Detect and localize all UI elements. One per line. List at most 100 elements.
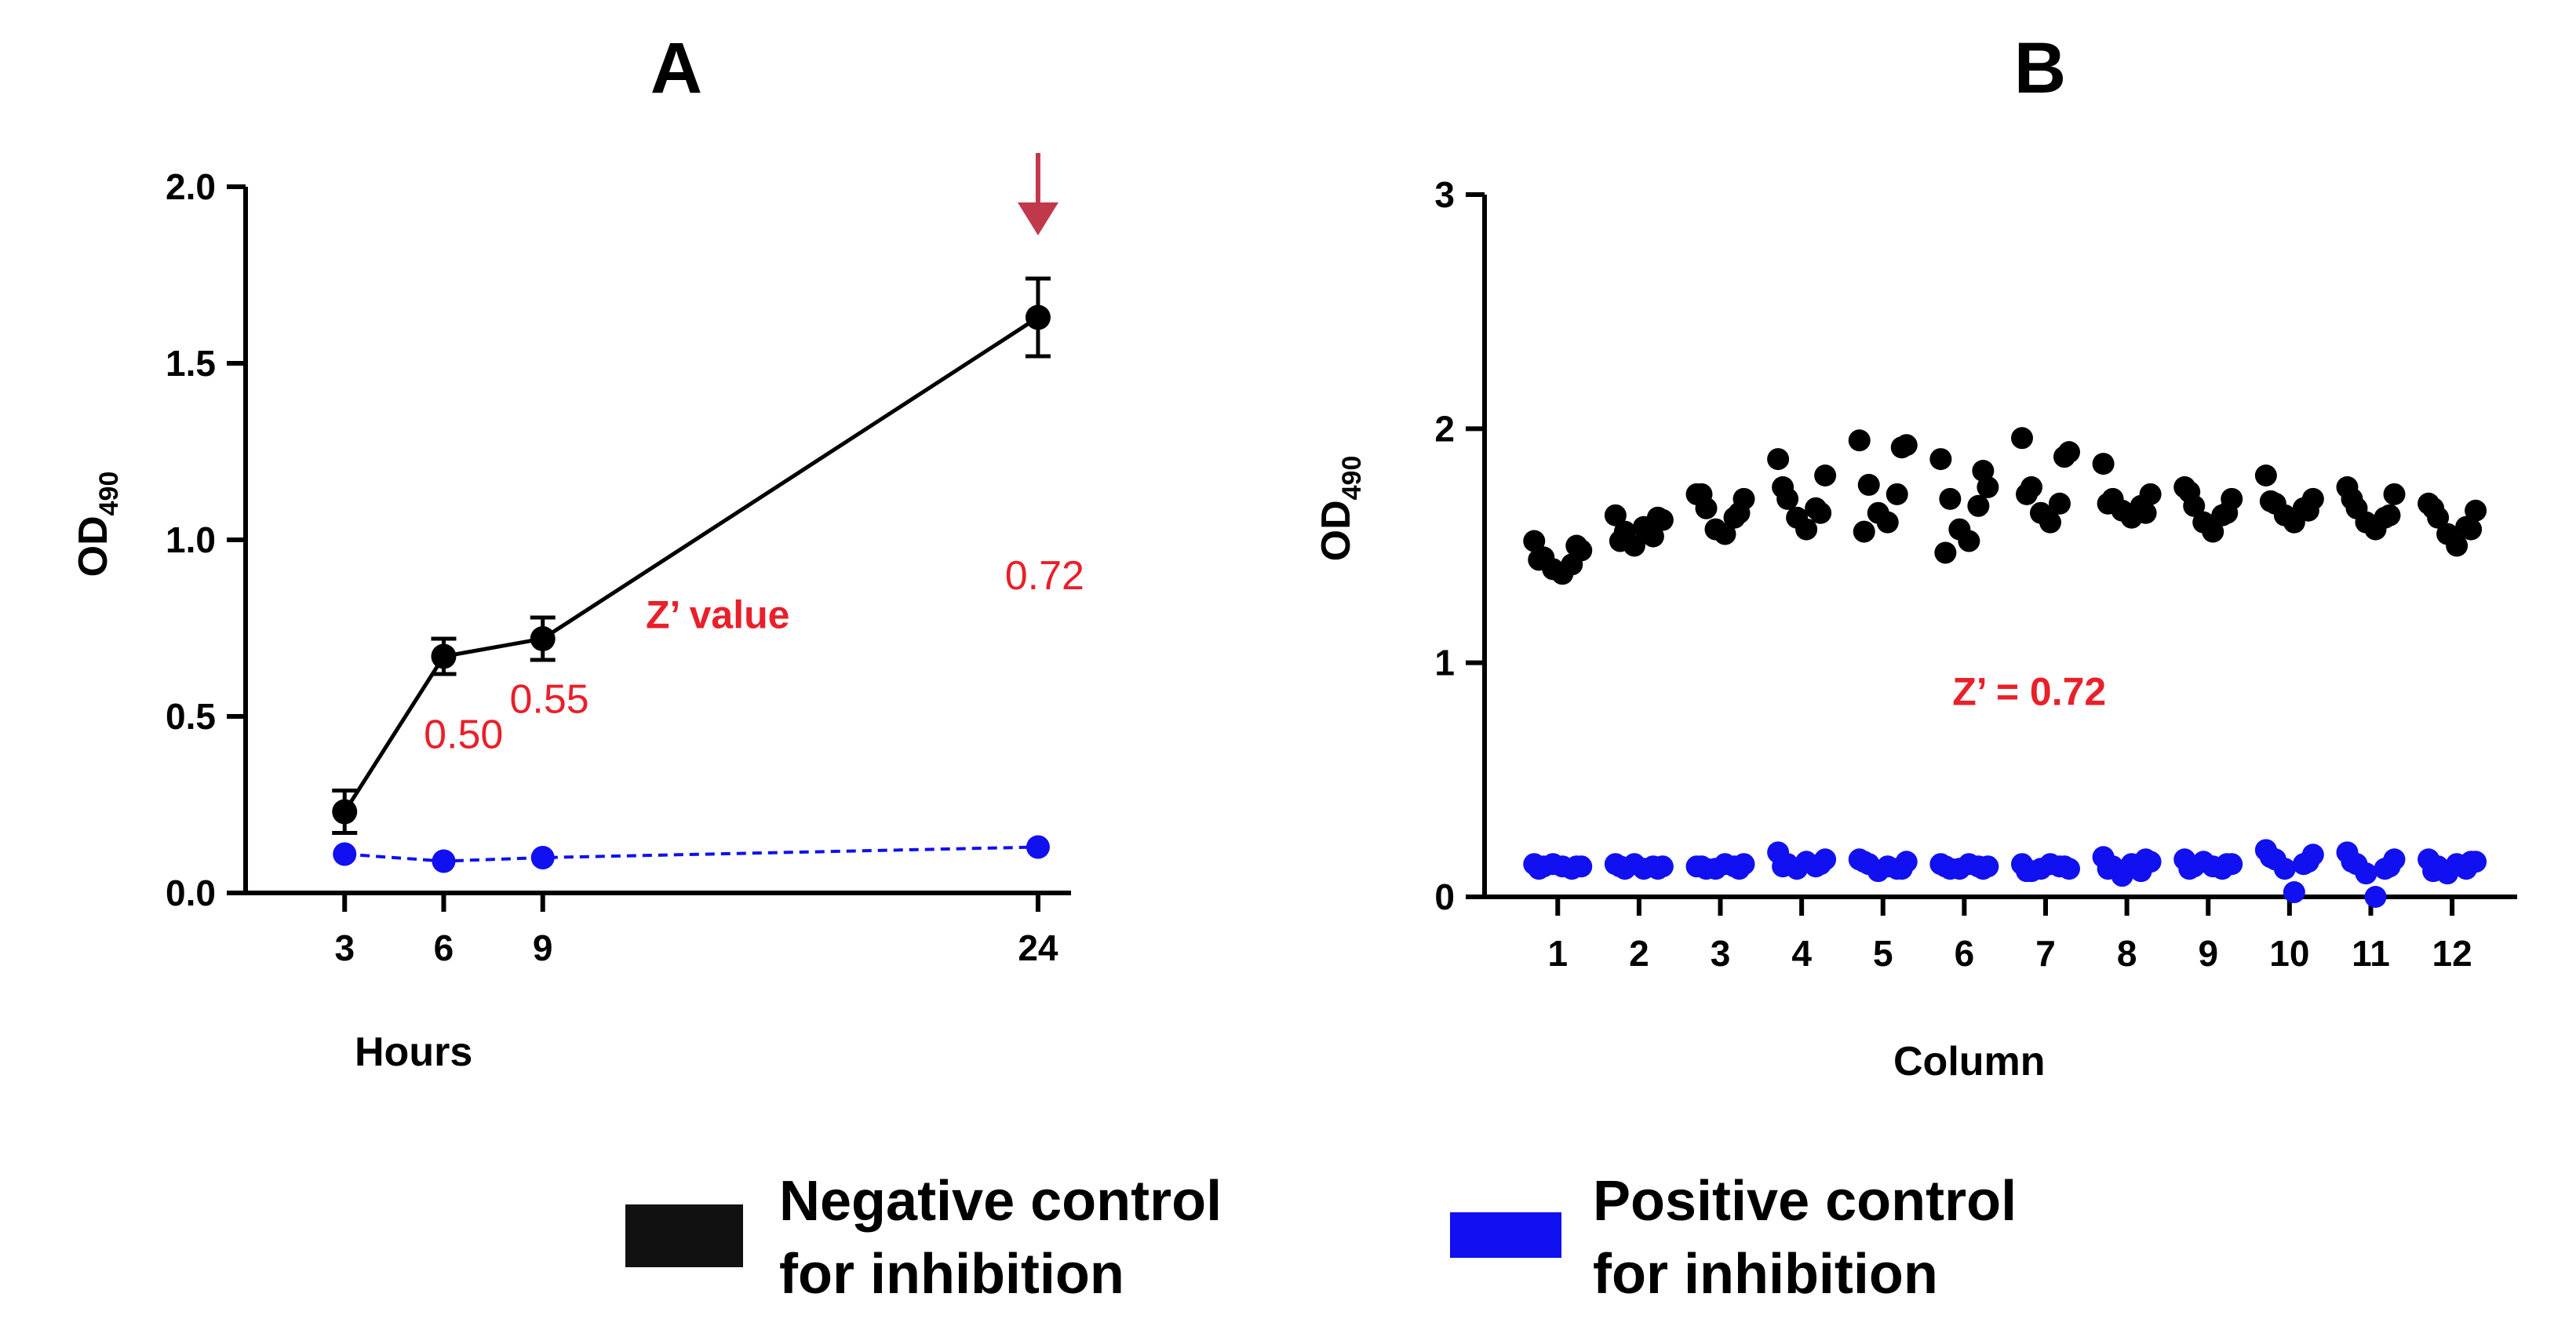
panel-b-negative-point: [2254, 465, 2277, 486]
panel-a-x-tick-label: 24: [1018, 927, 1058, 968]
panel-b-y-tick-label: 3: [1434, 174, 1455, 215]
panel-b-negative-point: [2378, 504, 2401, 527]
panel-a-z-annotation: 0.55: [510, 677, 589, 723]
panel-b-x-tick-label: 4: [1791, 933, 1812, 974]
panel-b-title: B: [2014, 28, 2066, 108]
panel-b-y-tick-label: 1: [1434, 643, 1455, 683]
panel-b-negative-point: [2134, 501, 2157, 524]
panel-a-y-tick-label: 1.5: [166, 343, 216, 384]
panel-b-negative-point: [2297, 499, 2319, 522]
panel-a-x-tick-label: 9: [533, 927, 553, 968]
panel-b-x-tick-label: 2: [1629, 933, 1649, 974]
panel-b-x-ticks: 1 2 3 4 5 6 7 8 9 10 11 12: [1547, 897, 2472, 974]
panel-a-x-tick-label: 6: [434, 927, 454, 968]
panel-b-positive-point: [1528, 858, 1550, 880]
panel-b-negative-point: [1551, 563, 1574, 585]
panel-b-series: [1523, 427, 2487, 908]
legend-label-positive-line2: for inhibition: [1593, 1243, 1938, 1306]
panel-b-y-tick-label: 0: [1434, 876, 1455, 917]
panel-b-negative-point: [1934, 541, 1957, 564]
panel-b-x-tick-label: 1: [1547, 933, 1568, 974]
panel-b-positive-point: [2178, 858, 2201, 880]
panel-a-negative-line: [343, 315, 1040, 813]
panel-b-positive-point: [2097, 858, 2119, 880]
panel-b-negative-point: [1523, 530, 1546, 552]
panel-a-negative-point: [332, 799, 358, 825]
panel-b-y-ticks: 0 1 2 3: [1434, 174, 1485, 917]
panel-b-negative-point: [1690, 483, 1713, 505]
panel-b-negative-point: [2364, 518, 2387, 541]
panel-b-negative-point: [2053, 446, 2075, 468]
panel-b-positive-point: [1609, 855, 1631, 878]
panel-b-x-tick-label: 10: [2269, 933, 2309, 974]
panel-b-positive-point: [1728, 858, 1751, 880]
panel-b-x-tick-label: 3: [1711, 933, 1731, 974]
panel-a-annotations: Z’ value 0.500.55 0.72: [424, 553, 1084, 758]
panel-b-negative-point: [2048, 492, 2071, 515]
legend-label-positive-line1: Positive control: [1593, 1170, 2017, 1233]
panel-b-negative-point: [1886, 483, 1908, 505]
panel-b-negative-point: [2092, 453, 2115, 476]
panel-b-negative-point: [1848, 429, 1871, 452]
panel-b-positive-point: [2259, 846, 2282, 869]
panel-b-positive-point: [2422, 860, 2445, 883]
panel-b-positive-point: [2053, 855, 2075, 878]
panel-b-positive-point: [2134, 848, 2157, 871]
panel-b-x-tick-label: 6: [1955, 933, 1975, 974]
legend-label-negative-line1: Negative control: [779, 1170, 1222, 1233]
panel-b-negative-point: [1795, 518, 1818, 541]
panel-b-positive-point: [2015, 860, 2038, 883]
panel-b-negative-point: [2010, 427, 2033, 450]
panel-a-positive-point: [530, 846, 555, 869]
panel-a-y-axis-label-od: OD: [71, 516, 116, 577]
panel-b-positive-point: [2378, 855, 2401, 878]
panel-b-positive-point: [1890, 858, 1913, 880]
panel-b-negative-point: [2015, 483, 2038, 505]
panel-b-positive-point: [1934, 855, 1957, 878]
panel-b-negative-point: [1604, 504, 1627, 527]
panel-b-negative-point: [1853, 520, 1875, 543]
panel-b-x-tick-label: 8: [2117, 933, 2137, 974]
panel-b-positive-point: [2364, 886, 2387, 908]
panel-a-y-tick-label: 1.0: [166, 519, 216, 560]
panel-a-z-annotation: 0.72: [1005, 553, 1084, 599]
panel-b-negative-point: [1767, 448, 1790, 471]
panel-b-annotations: Z’ = 0.72: [1952, 669, 2106, 713]
panel-b-negative-point: [1646, 506, 1669, 529]
panel-b-x-tick-label: 9: [2198, 933, 2218, 974]
panel-b-positive-point: [2283, 881, 2305, 904]
panel-b-negative-point: [2383, 483, 2406, 505]
panel-b-negative-point: [1929, 448, 1952, 471]
panel-b-negative-point: [1528, 548, 1550, 571]
panel-a-title: A: [650, 28, 702, 108]
panel-b-negative-point: [2446, 534, 2469, 557]
panel-b-x-tick-label: 5: [1873, 933, 1893, 974]
panel-a-y-axis-label-subscript: 490: [94, 472, 124, 516]
legend-label-negative-line2: for inhibition: [779, 1243, 1124, 1306]
panel-a-positive-point: [1026, 835, 1050, 859]
panel-b-positive-point: [1809, 853, 1832, 876]
legend: Negative control for inhibition Positive…: [625, 1170, 2017, 1306]
panel-b-y-axis-label-od: OD: [1314, 500, 1359, 561]
panel-a-arrow: [1017, 153, 1058, 235]
panel-b-positive-point: [1972, 858, 1995, 880]
panel-b-negative-point: [2465, 499, 2487, 522]
panel-b-positive-point: [1853, 851, 1875, 873]
panel-a-positive-point: [432, 849, 456, 873]
panel-b-y-axis-label-subscript: 490: [1337, 456, 1367, 501]
panel-b-x-tick-label: 12: [2432, 933, 2472, 974]
legend-swatch-negative: [625, 1204, 743, 1267]
panel-b-negative-point: [2422, 497, 2445, 519]
panel-b-positive-point: [2460, 851, 2483, 873]
panel-a-y-tick-label: 0.0: [166, 873, 216, 913]
panel-b-negative-point: [2178, 480, 2201, 503]
panel-b-x-tick-label: 11: [2352, 933, 2390, 974]
panel-b-negative-point: [1876, 511, 1899, 534]
panel-b-negative-point: [1972, 460, 1995, 483]
panel-a-x-axis-title: Hours: [355, 1029, 472, 1075]
panel-b-positive-point: [2216, 853, 2239, 876]
panel-b-negative-point: [1814, 465, 1837, 486]
panel-b-positive-point: [2341, 851, 2363, 873]
panel-b-negative-point: [1939, 487, 1962, 510]
panel-b-y-tick-label: 2: [1434, 408, 1455, 449]
